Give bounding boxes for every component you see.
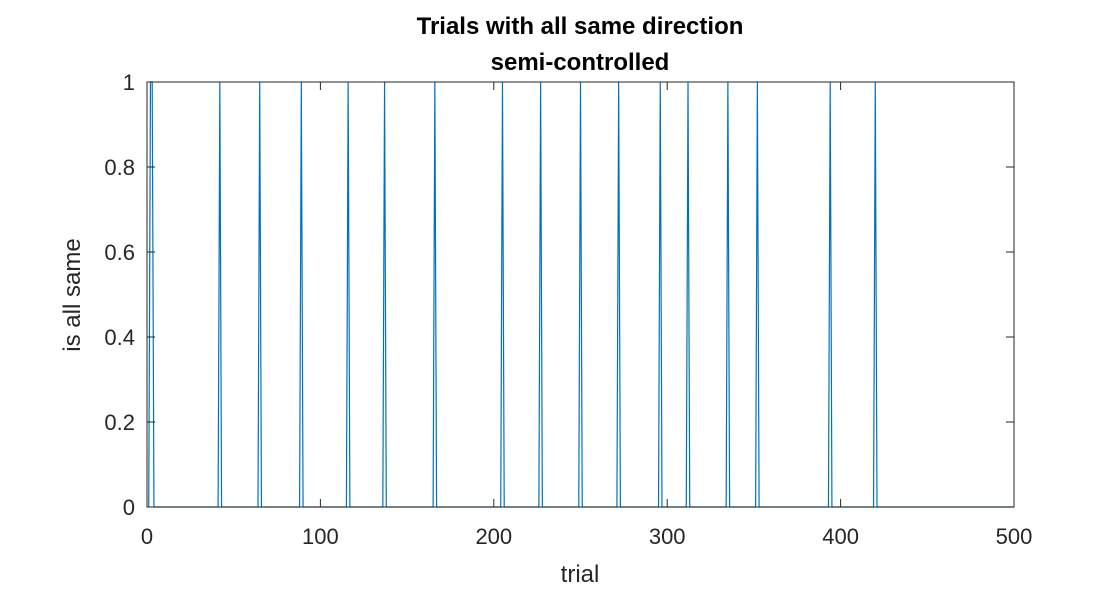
x-tick-label: 500 xyxy=(996,524,1033,549)
y-axis-label: is all same xyxy=(59,238,86,351)
x-tick-label: 0 xyxy=(141,524,153,549)
x-tick-label: 400 xyxy=(822,524,859,549)
chart-title: Trials with all same direction xyxy=(417,13,744,40)
y-tick-label: 0.6 xyxy=(104,240,135,265)
y-tick-label: 1 xyxy=(123,70,135,95)
x-tick-label: 100 xyxy=(302,524,339,549)
y-tick-label: 0.4 xyxy=(104,325,135,350)
y-tick-label: 0 xyxy=(123,495,135,520)
chart-subtitle: semi-controlled xyxy=(491,49,670,76)
axes-box xyxy=(146,81,1015,508)
x-tick-label: 200 xyxy=(475,524,512,549)
x-tick-label: 300 xyxy=(649,524,686,549)
y-tick-label: 0.2 xyxy=(104,410,135,435)
x-axis-label: trial xyxy=(561,561,600,588)
y-tick-label: 0.8 xyxy=(104,155,135,180)
tick-labels-group: 0 100 200 300 400 500 0 0.2 0.4 0.6 0.8 1 xyxy=(104,70,1032,549)
